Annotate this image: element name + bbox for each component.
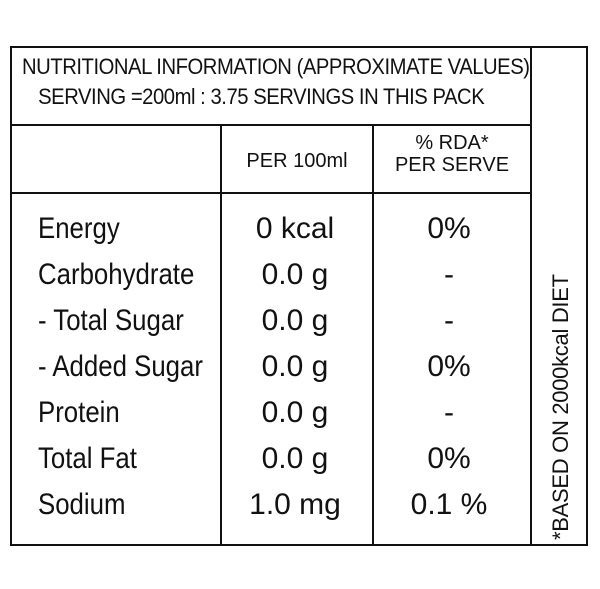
nutrient-name: Total Fat	[38, 442, 137, 475]
nutrient-name: - Added Sugar	[38, 350, 203, 383]
column-head-rda-sub: PER SERVE	[394, 154, 510, 176]
column-head-divider	[12, 192, 532, 194]
column-head-per-100ml: PER 100ml	[246, 150, 348, 172]
nutrient-rda: 0%	[427, 350, 471, 383]
footnote-divider	[530, 48, 532, 546]
nutrient-name: Sodium	[38, 488, 126, 521]
nutrient-value: 1.0 mg	[249, 488, 341, 521]
header-divider	[12, 124, 532, 126]
column-head-rda: % RDA*	[415, 132, 489, 154]
column-divider-1	[220, 124, 222, 546]
table-title: NUTRITIONAL INFORMATION (APPROXIMATE VAL…	[22, 54, 530, 79]
column-divider-2	[372, 124, 374, 546]
nutrient-rda: -	[444, 396, 454, 429]
nutrient-rda: 0.1 %	[410, 488, 488, 521]
nutrient-value: 0.0 g	[261, 304, 329, 337]
nutrient-rda: -	[444, 258, 454, 291]
rda-footnote: *BASED ON 2000kcal DIET	[548, 274, 573, 540]
nutrient-rda: 0%	[427, 212, 471, 245]
nutrient-rda: -	[444, 304, 454, 337]
nutrient-rda: 0%	[427, 442, 471, 475]
nutrient-value: 0.0 g	[261, 396, 329, 429]
nutrient-name: - Total Sugar	[38, 304, 184, 337]
nutrition-table: NUTRITIONAL INFORMATION (APPROXIMATE VAL…	[10, 46, 588, 546]
serving-info: SERVING =200ml : 3.75 SERVINGS IN THIS P…	[38, 84, 485, 109]
nutrient-name: Protein	[38, 396, 120, 429]
nutrient-value: 0 kcal	[255, 212, 335, 245]
nutrient-value: 0.0 g	[261, 258, 329, 291]
nutrient-value: 0.0 g	[261, 442, 329, 475]
nutrient-value: 0.0 g	[261, 350, 329, 383]
nutrient-name: Energy	[38, 212, 120, 245]
nutrient-name: Carbohydrate	[38, 258, 195, 291]
